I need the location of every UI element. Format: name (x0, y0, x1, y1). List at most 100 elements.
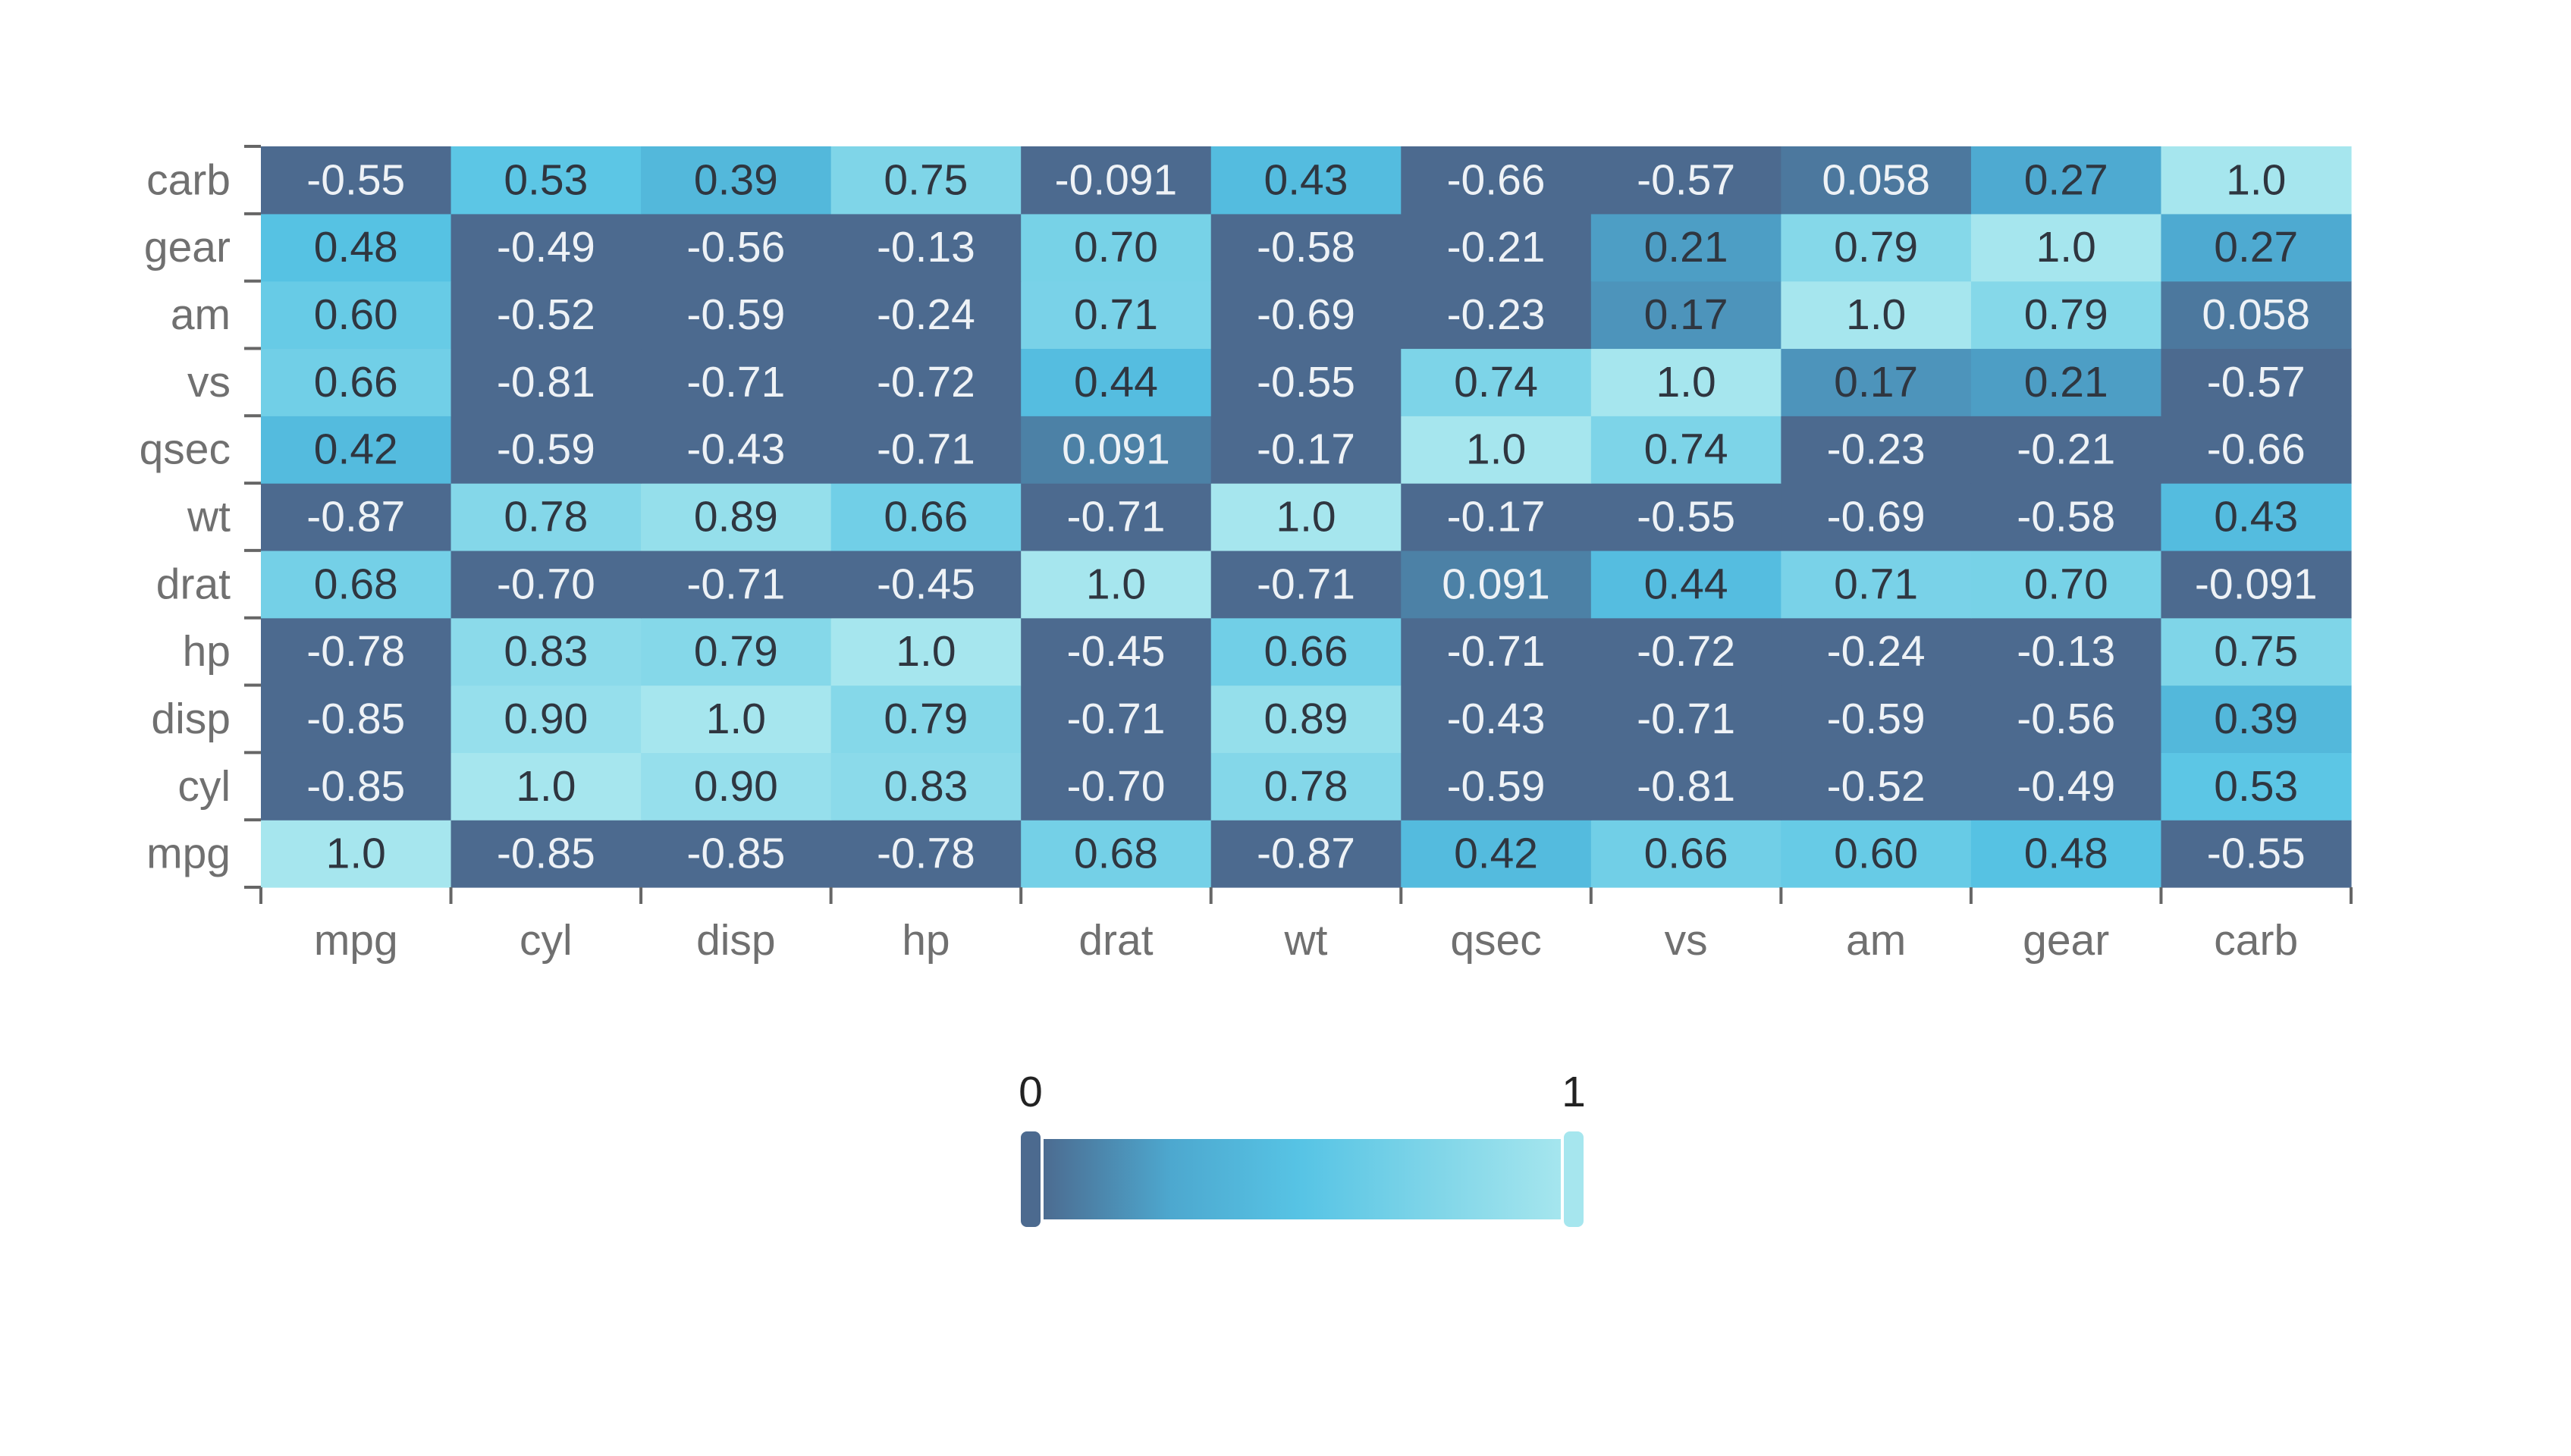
heatmap-cell-vs-qsec (1401, 348, 1592, 416)
heatmap-cell-cyl-cyl (450, 752, 642, 821)
heatmap-cell-hp-mpg (261, 617, 452, 686)
heatmap-cell-cyl-hp (830, 752, 1022, 821)
heatmap-cell-disp-am (1781, 685, 1972, 753)
heatmap-cell-label-disp-disp: 1.0 (706, 695, 766, 743)
heatmap-cell-label-cyl-mpg: -0.85 (306, 762, 405, 811)
heatmap-cell-qsec-am (1781, 416, 1972, 484)
heatmap-cell-label-disp-drat: -0.71 (1066, 695, 1165, 743)
heatmap-cell-label-hp-qsec: -0.71 (1447, 627, 1546, 676)
heatmap-cell-gear-drat (1021, 213, 1212, 282)
heatmap-cell-drat-am (1781, 550, 1972, 619)
heatmap-cell-gear-hp (830, 213, 1022, 282)
heatmap-cell-label-disp-carb: 0.39 (2214, 695, 2298, 743)
legend-max-label: 1 (1562, 1068, 1586, 1116)
heatmap-cell-label-wt-wt: 1.0 (1276, 493, 1336, 541)
heatmap-cell-gear-disp (641, 213, 832, 282)
heatmap-cell-label-drat-vs: 0.44 (1644, 560, 1728, 608)
heatmap-cell-label-qsec-mpg: 0.42 (314, 425, 398, 474)
y-tick-label-gear: gear (144, 223, 231, 271)
heatmap-cell-mpg-drat (1021, 820, 1212, 888)
heatmap-cell-label-mpg-hp: -0.78 (877, 830, 975, 878)
heatmap-cell-drat-vs (1590, 550, 1781, 619)
heatmap-cell-am-qsec (1401, 281, 1592, 350)
heatmap-cell-wt-gear (1970, 483, 2162, 551)
heatmap-cell-mpg-mpg (261, 820, 452, 888)
heatmap-cell-label-hp-mpg: -0.78 (306, 627, 405, 676)
heatmap-cell-label-hp-carb: 0.75 (2214, 627, 2298, 676)
heatmap-cell-label-qsec-gear: -0.21 (2017, 425, 2115, 474)
heatmap-cell-qsec-wt (1210, 416, 1402, 484)
legend-max-handle[interactable] (1561, 1128, 1587, 1230)
heatmap-cell-drat-disp (641, 550, 832, 619)
legend-min-handle[interactable] (1018, 1128, 1044, 1230)
heatmap-cell-label-hp-am: -0.24 (1827, 627, 1926, 676)
x-tick-label-gear: gear (2023, 916, 2109, 965)
heatmap-cell-qsec-vs (1590, 416, 1781, 484)
y-tick-label-mpg: mpg (146, 830, 231, 878)
heatmap-cell-label-wt-am: -0.69 (1827, 493, 1926, 541)
heatmap-cell-carb-wt (1210, 146, 1402, 215)
heatmap-cell-label-vs-gear: 0.21 (2024, 358, 2108, 406)
heatmap-cell-label-hp-wt: 0.66 (1264, 627, 1348, 676)
heatmap-cell-qsec-carb (2161, 416, 2352, 484)
heatmap-cell-label-gear-disp: -0.56 (686, 223, 785, 271)
heatmap-cell-wt-cyl (450, 483, 642, 551)
heatmap-cell-label-gear-wt: -0.58 (1257, 223, 1355, 271)
heatmap-cell-label-cyl-drat: -0.70 (1066, 762, 1165, 811)
heatmap-cell-gear-gear (1970, 213, 2162, 282)
heatmap-cell-label-drat-disp: -0.71 (686, 560, 785, 608)
heatmap-cell-disp-hp (830, 685, 1022, 753)
heatmap-cell-label-carb-cyl: 0.53 (504, 155, 588, 204)
heatmap-cell-label-am-carb: 0.058 (2202, 290, 2310, 339)
heatmap-cell-label-cyl-am: -0.52 (1827, 762, 1926, 811)
heatmap-cell-label-vs-hp: -0.72 (877, 358, 975, 406)
heatmap-cell-hp-qsec (1401, 617, 1592, 686)
x-tick-label-am: am (1846, 916, 1906, 965)
heatmap-cell-mpg-cyl (450, 820, 642, 888)
heatmap-cell-label-drat-drat: 1.0 (1086, 560, 1146, 608)
heatmap-cell-qsec-disp (641, 416, 832, 484)
heatmap-cell-label-carb-hp: 0.75 (884, 155, 968, 204)
x-tick-label-wt: wt (1284, 916, 1328, 965)
heatmap-cell-drat-mpg (261, 550, 452, 619)
heatmap-cell-hp-hp (830, 617, 1022, 686)
heatmap-cell-disp-drat (1021, 685, 1212, 753)
heatmap-cell-label-mpg-cyl: -0.85 (497, 830, 595, 878)
heatmap-cell-disp-disp (641, 685, 832, 753)
heatmap-cell-hp-gear (1970, 617, 2162, 686)
heatmap-cell-qsec-hp (830, 416, 1022, 484)
heatmap-cell-label-drat-am: 0.71 (1834, 560, 1918, 608)
heatmap-cell-carb-carb (2161, 146, 2352, 215)
heatmap-cell-label-gear-qsec: -0.21 (1447, 223, 1546, 271)
heatmap-cell-label-cyl-vs: -0.81 (1637, 762, 1735, 811)
y-tick-label-drat: drat (156, 560, 231, 608)
heatmap-cell-label-mpg-am: 0.60 (1834, 830, 1918, 878)
heatmap-cell-label-hp-disp: 0.79 (694, 627, 778, 676)
y-tick-label-hp: hp (183, 627, 231, 676)
heatmap-cell-label-vs-wt: -0.55 (1257, 358, 1355, 406)
heatmap-cell-disp-wt (1210, 685, 1402, 753)
y-tick-label-am: am (171, 290, 231, 339)
heatmap-cell-wt-drat (1021, 483, 1212, 551)
heatmap-cell-cyl-disp (641, 752, 832, 821)
heatmap-cell-label-cyl-hp: 0.83 (884, 762, 968, 811)
heatmap-cell-carb-am (1781, 146, 1972, 215)
y-tick-label-carb: carb (146, 155, 231, 204)
heatmap-cell-wt-wt (1210, 483, 1402, 551)
heatmap-cell-wt-qsec (1401, 483, 1592, 551)
heatmap-cell-label-hp-vs: -0.72 (1637, 627, 1735, 676)
heatmap-cell-label-drat-mpg: 0.68 (314, 560, 398, 608)
heatmap-cell-label-carb-carb: 1.0 (2226, 155, 2286, 204)
heatmap-cell-label-wt-hp: 0.66 (884, 493, 968, 541)
heatmap-cell-label-carb-vs: -0.57 (1637, 155, 1735, 204)
heatmap-cell-label-wt-drat: -0.71 (1066, 493, 1165, 541)
heatmap-cell-disp-mpg (261, 685, 452, 753)
heatmap-cell-am-carb (2161, 281, 2352, 350)
heatmap-cell-label-qsec-hp: -0.71 (877, 425, 975, 474)
heatmap-cell-gear-wt (1210, 213, 1402, 282)
heatmap-cell-carb-drat (1021, 146, 1212, 215)
heatmap-cell-wt-carb (2161, 483, 2352, 551)
heatmap-cell-qsec-qsec (1401, 416, 1592, 484)
heatmap-cell-carb-vs (1590, 146, 1781, 215)
